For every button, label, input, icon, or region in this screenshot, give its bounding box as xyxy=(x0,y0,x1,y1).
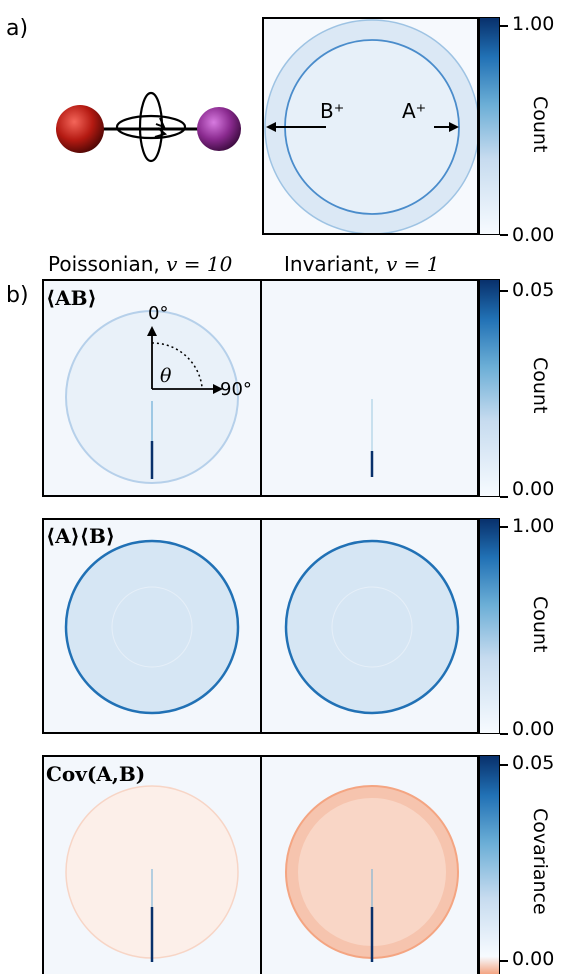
row3-label: Cov(A,B) xyxy=(46,762,146,786)
row1-left-circle xyxy=(65,310,239,484)
row1-right-panel xyxy=(260,279,479,497)
row2-right-panel xyxy=(260,518,479,734)
angle-axis-vertical-head xyxy=(147,326,157,336)
row3-left-panel xyxy=(42,755,262,974)
colorbar-a-min: 0.00 xyxy=(512,224,555,246)
colorbar-row3-tick-max xyxy=(500,764,508,766)
colorbar-row2-max: 1.00 xyxy=(512,515,555,537)
row1-label: ⟨AB⟩ xyxy=(46,286,97,310)
angle-label-right: 90° xyxy=(220,379,252,400)
ring-label-a: A⁺ xyxy=(402,99,427,123)
colorbar-row1-tick-min xyxy=(500,496,508,498)
angle-label-top: 0° xyxy=(148,303,169,324)
panel-a-label: a) xyxy=(6,16,29,41)
row1-left-panel: 0° 90° θ xyxy=(42,279,262,497)
column-title-left-text: Poissonian, xyxy=(48,252,167,276)
colorbar-row3 xyxy=(479,755,500,974)
panel-b-label: b) xyxy=(6,283,29,308)
atom-b-sphere xyxy=(197,107,241,151)
angle-label-theta: θ xyxy=(160,365,172,387)
column-title-right-math: v = 1 xyxy=(385,252,440,276)
colorbar-row2-tick-min xyxy=(500,733,508,735)
row2-left-panel xyxy=(42,518,262,734)
arrow-a-head xyxy=(449,122,459,132)
colorbar-row2-tick-max xyxy=(500,526,508,528)
row2-left-circle xyxy=(64,539,240,715)
colorbar-row2-label: Count xyxy=(529,596,551,653)
column-title-left: Poissonian, v = 10 xyxy=(48,252,232,276)
column-title-right-text: Invariant, xyxy=(284,252,386,276)
row2-right-inner-ring xyxy=(331,586,413,668)
angle-arc xyxy=(151,342,203,388)
colorbar-row2-min: 0.00 xyxy=(512,718,555,740)
column-title-right: Invariant, v = 1 xyxy=(284,252,439,276)
row2-left-inner-ring xyxy=(111,586,193,668)
colorbar-row1-tick-max xyxy=(500,290,508,292)
colorbar-row2 xyxy=(479,518,500,734)
colorbar-row1-max: 0.05 xyxy=(512,279,555,301)
angle-axis-horizontal-head xyxy=(213,384,223,394)
arrow-b-head xyxy=(266,122,276,132)
atom-a-sphere xyxy=(56,105,104,153)
row3-right-panel xyxy=(260,755,479,974)
column-title-left-math: v = 10 xyxy=(166,252,233,276)
colorbar-row3-min: 0.00 xyxy=(512,948,555,970)
colorbar-row3-max: 0.05 xyxy=(512,752,555,774)
colorbar-a-tick-max xyxy=(500,25,508,27)
colorbar-row1 xyxy=(479,279,500,497)
row2-label: ⟨A⟩⟨B⟩ xyxy=(46,524,115,548)
colorbar-a-max: 1.00 xyxy=(512,13,555,35)
panel-a-image: B⁺ A⁺ xyxy=(262,17,479,235)
colorbar-row1-label: Count xyxy=(529,357,551,414)
ring-label-b: B⁺ xyxy=(320,99,345,123)
colorbar-row3-label: Covariance xyxy=(529,808,551,915)
rotation-arrow-icon xyxy=(154,127,168,138)
rotation-arrow-icon-2 xyxy=(155,117,166,129)
colorbar-a xyxy=(479,17,500,235)
rotation-ellipse-horizontal xyxy=(115,114,187,140)
rotation-ellipse-vertical xyxy=(138,91,164,163)
colorbar-a-tick-min xyxy=(500,234,508,236)
row2-right-circle xyxy=(284,539,460,715)
colorbar-row3-tick-min xyxy=(500,960,508,962)
colorbar-row1-min: 0.00 xyxy=(512,478,555,500)
colorbar-a-label: Count xyxy=(529,96,551,153)
